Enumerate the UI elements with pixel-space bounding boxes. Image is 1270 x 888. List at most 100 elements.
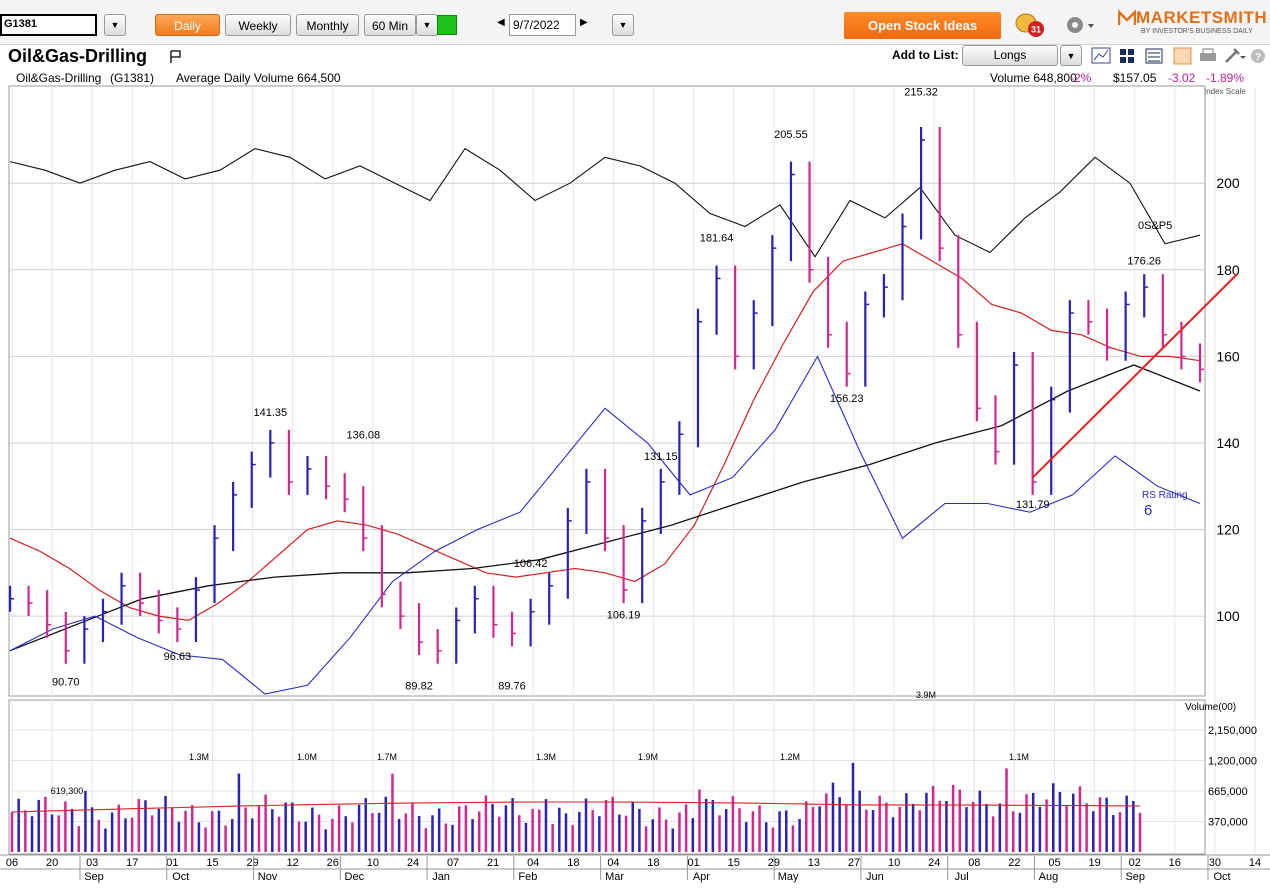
price-annotation: 156.23 bbox=[830, 393, 864, 405]
add-to-list-label: Add to List: bbox=[892, 48, 959, 62]
x-tick-label: 05 bbox=[1048, 857, 1060, 869]
x-tick-label: 20 bbox=[46, 857, 58, 869]
x-month-label: Sep bbox=[1125, 871, 1145, 883]
daily-button[interactable]: Daily bbox=[155, 14, 220, 36]
price-annotation: 89.76 bbox=[498, 681, 526, 693]
open-stock-ideas-button[interactable]: Open Stock Ideas bbox=[844, 12, 1001, 39]
volume-tick-label: 370,000 bbox=[1208, 817, 1248, 829]
list-view-icon[interactable] bbox=[1145, 48, 1163, 64]
date-forward-icon[interactable]: ▶ bbox=[580, 17, 588, 28]
volume-tick-label: 2,150,000 bbox=[1208, 725, 1257, 737]
volume-annotation: 3.9M bbox=[916, 690, 936, 700]
x-tick-label: 15 bbox=[206, 857, 218, 869]
price-annotations: 90.70 96.63 141.35 136.08 89.82 106.42 89.76 13… bbox=[52, 87, 1161, 693]
volume-readout: Volume 648,800 bbox=[990, 71, 1077, 85]
x-month-label: May bbox=[778, 871, 799, 883]
toolbar: G1381 ▼ Daily Weekly Monthly 60 Min ▼ ◀ … bbox=[0, 0, 1270, 45]
date-input[interactable]: 9/7/2022 bbox=[509, 14, 576, 36]
rs-rating-label: RS Rating bbox=[1142, 490, 1188, 501]
x-tick-label: 04 bbox=[527, 857, 539, 869]
price-annotation: 181.64 bbox=[700, 232, 734, 244]
volume-annotation: 1.1M bbox=[1009, 752, 1029, 762]
symbol-input[interactable]: G1381 bbox=[0, 14, 97, 36]
volume-annotation: 1.3M bbox=[189, 752, 209, 762]
chart-view-icon[interactable] bbox=[1091, 47, 1111, 64]
settings-gear-icon[interactable] bbox=[1063, 13, 1095, 37]
price-annotation: 96.63 bbox=[164, 651, 192, 663]
x-tick-label: 30 bbox=[1209, 857, 1221, 869]
grid-lines bbox=[10, 88, 1256, 854]
y-tick-label: 100 bbox=[1216, 608, 1240, 624]
x-tick-label: 03 bbox=[86, 857, 98, 869]
x-tick-label: 01 bbox=[688, 857, 700, 869]
y-tick-label: 200 bbox=[1216, 175, 1240, 191]
volume-tick-label: 1,200,000 bbox=[1208, 756, 1257, 768]
price-annotation: 106.19 bbox=[607, 610, 641, 622]
volume-annotation: 1.3M bbox=[536, 752, 556, 762]
brand-name: MARKETSMITH bbox=[1136, 8, 1268, 27]
price-annotation: 205.55 bbox=[774, 129, 808, 141]
volume-ma-line bbox=[11, 801, 1141, 813]
trendline bbox=[1031, 273, 1238, 479]
y-tick-label: 140 bbox=[1216, 435, 1240, 451]
x-month-label: Sep bbox=[84, 871, 104, 883]
rs-rating-value: 6 bbox=[1144, 502, 1152, 519]
price-bars bbox=[8, 126, 1204, 664]
price-panel bbox=[8, 85, 1206, 697]
intraday-button[interactable]: 60 Min bbox=[364, 14, 416, 36]
date-back-icon[interactable]: ◀ bbox=[497, 17, 505, 28]
sp500-line bbox=[9, 147, 1201, 258]
date-dropdown-button[interactable]: ▼ bbox=[612, 14, 634, 36]
x-tick-label: 13 bbox=[808, 857, 820, 869]
svg-text:?: ? bbox=[1255, 52, 1261, 63]
weekly-button[interactable]: Weekly bbox=[225, 14, 291, 36]
flag-icon[interactable] bbox=[170, 50, 182, 64]
price-change: -3.02 bbox=[1168, 71, 1196, 85]
monthly-button[interactable]: Monthly bbox=[296, 14, 359, 36]
print-icon[interactable] bbox=[1200, 48, 1216, 61]
x-tick-label: 02 bbox=[1129, 857, 1141, 869]
grid-view-icon[interactable] bbox=[1120, 49, 1134, 63]
volume-annotation: 1.9M bbox=[638, 752, 658, 762]
tools-icon[interactable] bbox=[1225, 48, 1246, 63]
rs-line bbox=[9, 355, 1201, 695]
x-tick-label: 21 bbox=[487, 857, 499, 869]
trendline-segment bbox=[1031, 273, 1238, 479]
volume-change: -2% bbox=[1070, 71, 1092, 85]
price-annotation: 215.32 bbox=[904, 87, 938, 99]
x-month-label: Apr bbox=[693, 871, 710, 883]
x-tick-label: 16 bbox=[1169, 857, 1181, 869]
x-tick-label: 08 bbox=[968, 857, 980, 869]
alerts-icon[interactable]: 31 bbox=[1014, 10, 1044, 38]
list-select[interactable]: Longs bbox=[962, 45, 1058, 66]
x-tick-label: 04 bbox=[607, 857, 619, 869]
info-row: Oil&Gas-Drilling (G1381) Average Daily V… bbox=[8, 71, 1244, 85]
y-tick-label: 160 bbox=[1216, 348, 1240, 364]
x-month-label: Feb bbox=[518, 871, 537, 883]
index-scale-label: Index Scale bbox=[1204, 87, 1246, 96]
alert-badge: 31 bbox=[1031, 25, 1041, 35]
x-tick-label: 10 bbox=[888, 857, 900, 869]
highlight-icon[interactable] bbox=[1173, 47, 1192, 65]
x-tick-label: 07 bbox=[447, 857, 459, 869]
x-month-label: Nov bbox=[258, 871, 278, 883]
volume-axis: 2,150,000 1,200,000 665,000 370,000 bbox=[1208, 725, 1257, 829]
marketsmith-logo-icon bbox=[1117, 8, 1137, 27]
help-icon[interactable]: ? bbox=[1251, 49, 1265, 63]
group-code: (G1381) bbox=[110, 71, 155, 85]
price-readout: $157.05 bbox=[1113, 71, 1157, 85]
x-month-label: Aug bbox=[1039, 871, 1059, 883]
status-indicator[interactable] bbox=[437, 15, 457, 35]
y-tick-label: 180 bbox=[1216, 262, 1240, 278]
x-tick-label: 29 bbox=[246, 857, 258, 869]
list-dropdown-button[interactable]: ▼ bbox=[1060, 45, 1082, 66]
x-month-label: Jun bbox=[866, 871, 884, 883]
x-tick-label: 24 bbox=[407, 857, 419, 869]
symbol-dropdown-button[interactable]: ▼ bbox=[104, 14, 126, 36]
x-axis: 0620031701152912261024072104180418011529… bbox=[0, 854, 1270, 883]
x-tick-label: 22 bbox=[1008, 857, 1020, 869]
price-annotation: 131.15 bbox=[644, 451, 678, 463]
price-annotation: 90.70 bbox=[52, 677, 80, 689]
x-month-label: Jul bbox=[955, 871, 969, 883]
